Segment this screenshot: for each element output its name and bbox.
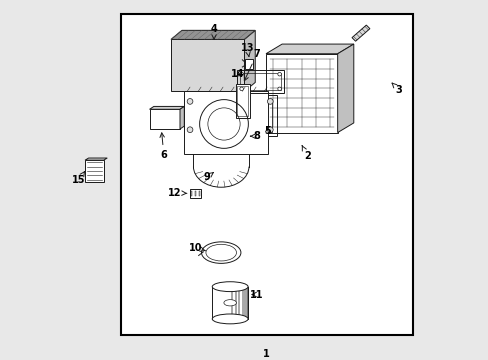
Bar (149, 109, 180, 129)
Circle shape (277, 72, 281, 76)
Bar (183, 91, 267, 154)
Polygon shape (171, 31, 255, 39)
Text: 2: 2 (302, 145, 310, 161)
Bar (235, 84, 249, 118)
Text: 9: 9 (203, 172, 213, 183)
Polygon shape (180, 107, 184, 129)
Text: 5: 5 (264, 126, 271, 136)
Bar (183, 95, 276, 136)
Bar (237, 70, 284, 93)
Bar (190, 191, 192, 196)
Polygon shape (351, 25, 369, 41)
Polygon shape (265, 44, 353, 54)
Text: 11: 11 (250, 289, 263, 300)
Bar (198, 191, 200, 196)
Ellipse shape (212, 314, 247, 324)
Polygon shape (85, 158, 107, 160)
Bar (190, 189, 201, 198)
Text: 15: 15 (72, 172, 85, 185)
Circle shape (277, 87, 281, 91)
Text: 7: 7 (244, 49, 260, 81)
Bar (265, 54, 337, 132)
Text: 13: 13 (240, 43, 254, 57)
Text: 12: 12 (167, 188, 186, 198)
Bar (237, 86, 247, 116)
Text: 8: 8 (250, 131, 260, 141)
Ellipse shape (212, 282, 247, 292)
Text: 1: 1 (262, 349, 269, 359)
Bar (240, 73, 281, 90)
Circle shape (267, 99, 273, 104)
Circle shape (267, 127, 273, 132)
Bar (194, 191, 196, 196)
Circle shape (239, 87, 243, 91)
Text: 4: 4 (210, 24, 217, 40)
Bar (244, 59, 253, 69)
Text: 3: 3 (391, 83, 401, 95)
Polygon shape (337, 44, 353, 132)
Bar (187, 99, 272, 132)
Bar (85, 160, 103, 182)
Polygon shape (244, 31, 255, 91)
Bar (121, 14, 412, 335)
Polygon shape (149, 107, 184, 109)
Text: 14: 14 (230, 69, 244, 79)
Circle shape (187, 127, 192, 132)
Circle shape (239, 72, 243, 76)
Circle shape (187, 99, 192, 104)
Text: 6: 6 (160, 133, 167, 160)
Ellipse shape (224, 300, 236, 306)
Polygon shape (171, 39, 244, 91)
Text: 10: 10 (189, 243, 205, 253)
